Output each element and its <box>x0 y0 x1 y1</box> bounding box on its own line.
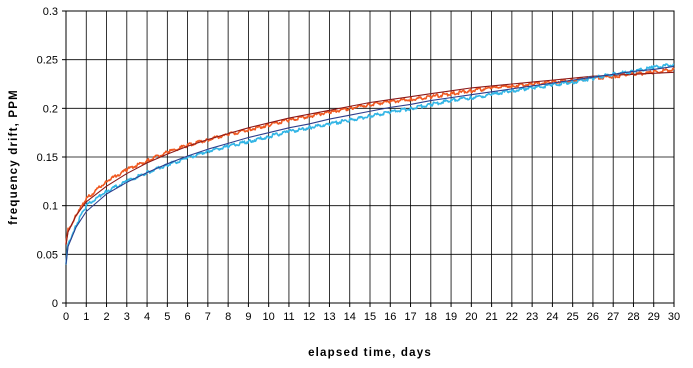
y-axis-title: frequency drift, PPM <box>8 89 20 225</box>
x-tick-label: 5 <box>164 311 170 323</box>
x-tick-label: 17 <box>404 311 416 323</box>
x-tick-label: 0 <box>63 311 69 323</box>
fit-curve-line <box>65 71 675 245</box>
x-tick-label: 30 <box>668 311 680 323</box>
y-tick-label: 0.25 <box>37 55 58 67</box>
x-tick-label: 7 <box>205 311 211 323</box>
x-tick-label: 21 <box>485 311 497 323</box>
y-tick-label: 0.1 <box>43 201 58 213</box>
x-tick-label: 11 <box>283 311 294 323</box>
x-tick-label: 4 <box>144 311 150 323</box>
x-tick-label: 29 <box>648 311 660 323</box>
x-tick-label: 9 <box>245 311 251 323</box>
x-tick-label: 28 <box>627 311 639 323</box>
y-tick-label: 0.05 <box>37 249 58 261</box>
x-tick-label: 19 <box>445 311 457 323</box>
data-series <box>65 63 675 265</box>
y-tick-label: 0.15 <box>37 152 58 164</box>
x-axis-title: elapsed time, days <box>308 347 432 359</box>
x-tick-label: 23 <box>526 311 538 323</box>
x-tick-label: 15 <box>364 311 376 323</box>
fit-curve-line <box>65 65 675 265</box>
x-tick-label: 6 <box>185 311 191 323</box>
x-tick-label: 22 <box>506 311 518 323</box>
x-tick-label: 25 <box>567 311 579 323</box>
x-tick-label: 1 <box>83 311 89 323</box>
y-tick-label: 0.2 <box>43 103 58 115</box>
x-tick-label: 20 <box>465 311 477 323</box>
x-tick-label: 8 <box>225 311 231 323</box>
measured-series-line <box>65 63 675 265</box>
x-tick-label: 27 <box>607 311 619 323</box>
x-tick-label: 24 <box>546 311 558 323</box>
x-tick-label: 12 <box>303 311 315 323</box>
x-tick-label: 3 <box>124 311 130 323</box>
x-tick-label: 2 <box>103 311 109 323</box>
x-tick-label: 10 <box>263 311 275 323</box>
x-tick-label: 13 <box>323 311 335 323</box>
tick-labels: 0 1 2 3 4 5 6 7 8 9 10 11 12 13 14 15 16 17 18 19 20 21 22 23 24… <box>37 6 681 323</box>
x-tick-label: 18 <box>425 311 437 323</box>
y-tick-label: 0 <box>52 298 58 310</box>
gridlines <box>62 10 675 307</box>
x-tick-label: 16 <box>384 311 396 323</box>
y-tick-label: 0.3 <box>43 6 58 18</box>
x-tick-label: 26 <box>587 311 599 323</box>
x-tick-label: 14 <box>344 311 356 323</box>
